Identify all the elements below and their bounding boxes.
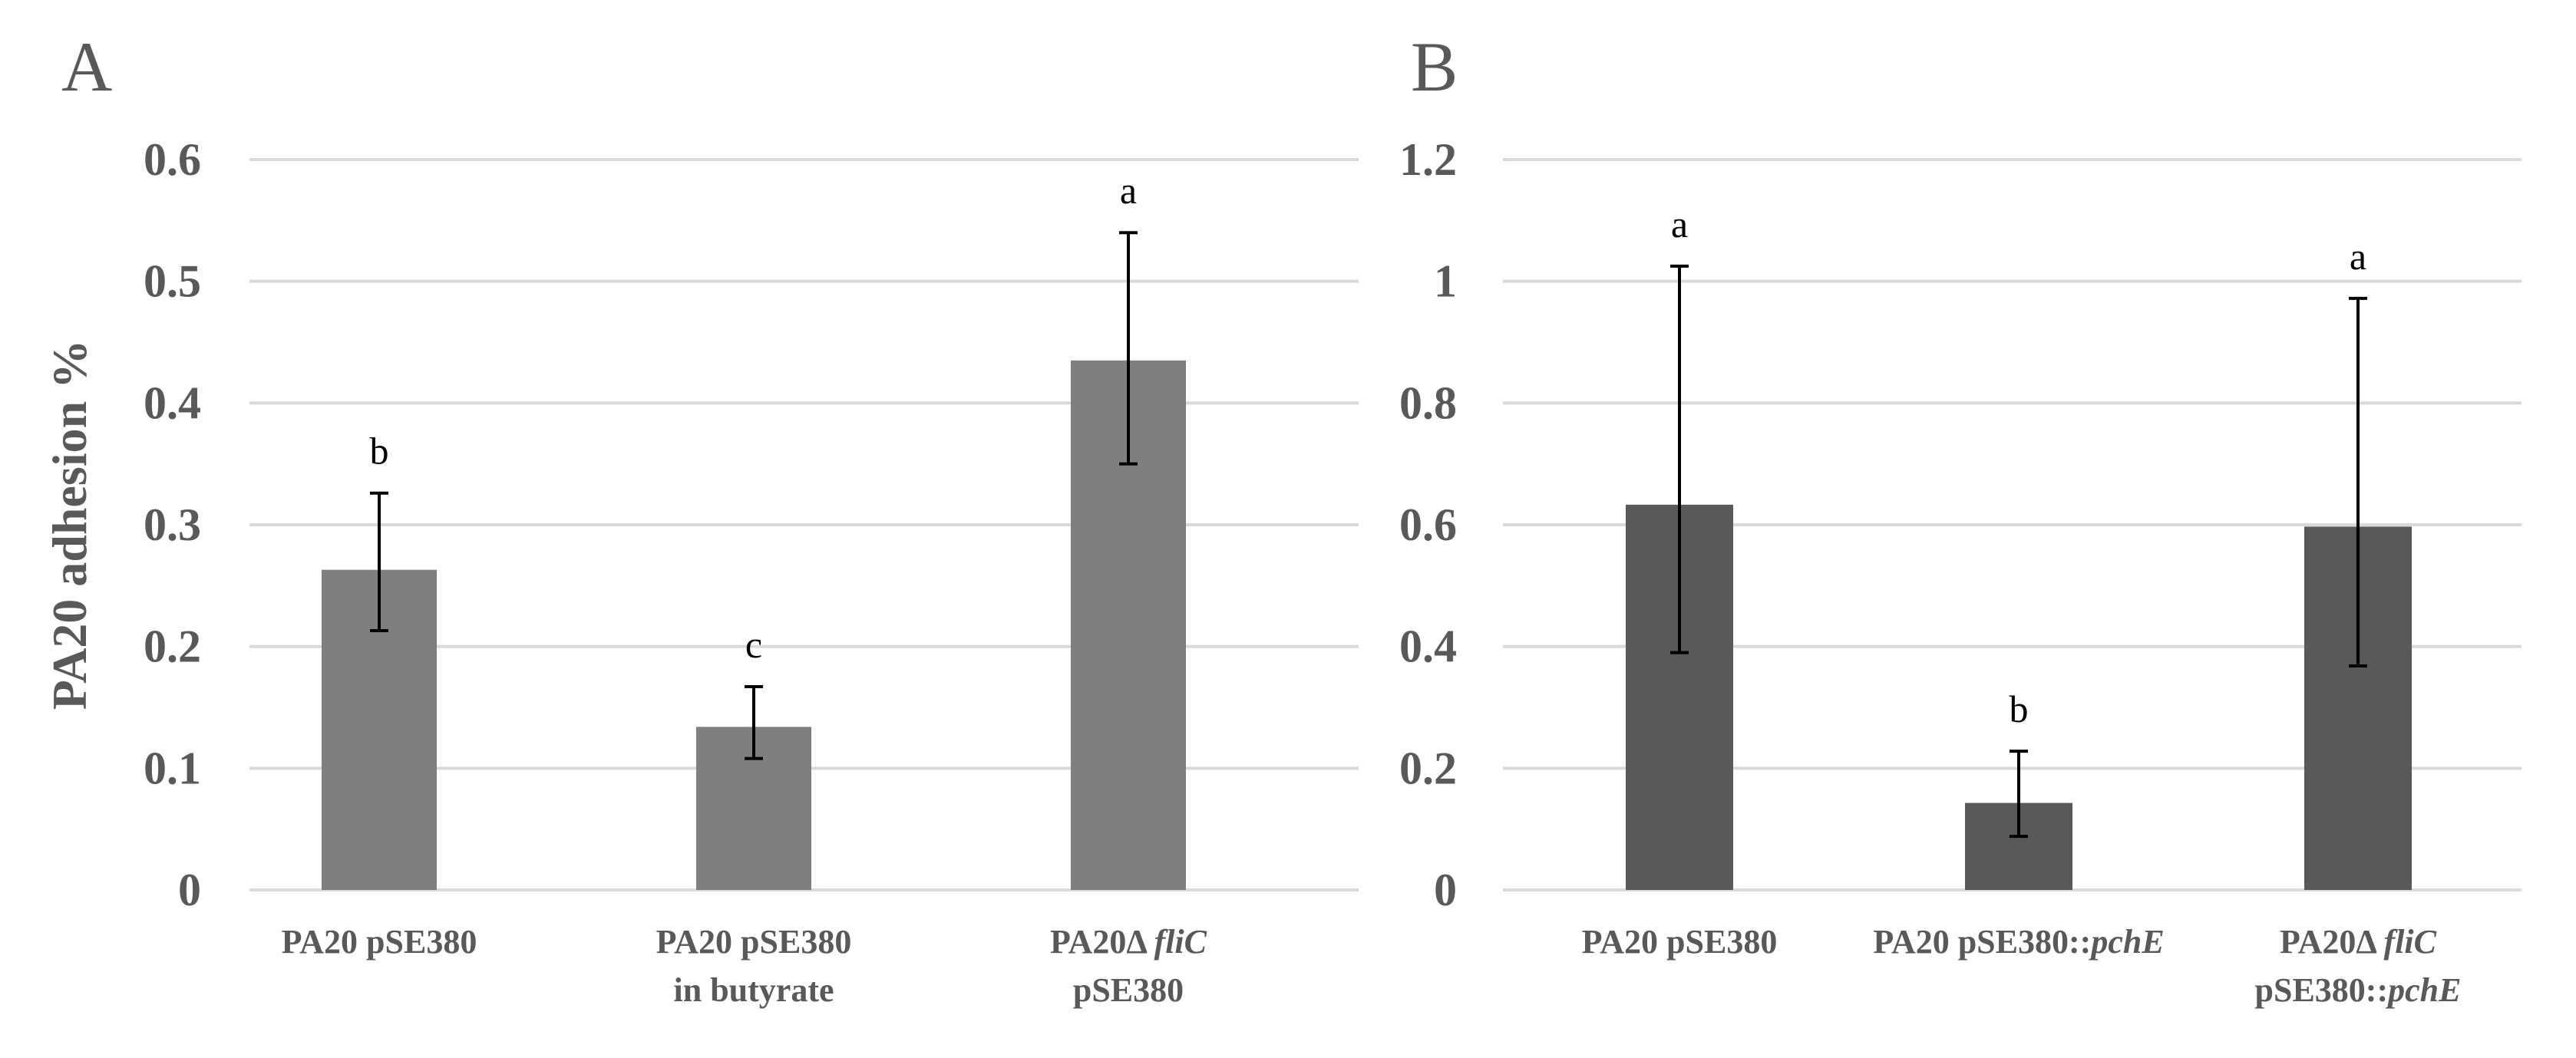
category-label-segment: pchE bbox=[2088, 923, 2164, 961]
y-tick-label: 0.6 bbox=[1399, 499, 1457, 550]
y-tick-label: 1.2 bbox=[1399, 134, 1457, 185]
category-label-segment: fliC bbox=[1154, 923, 1207, 961]
y-axis-label: PA20 adhesion % bbox=[42, 340, 97, 710]
category-label: PA20 pSE380 bbox=[656, 923, 852, 961]
category-label-segment: PA20 pSE380:: bbox=[1873, 923, 2091, 961]
category-label: PA20Δ fliC bbox=[2280, 923, 2437, 961]
significance-label: a bbox=[1671, 203, 1688, 246]
y-tick-label: 0.8 bbox=[1399, 377, 1457, 428]
significance-label: a bbox=[2350, 235, 2366, 278]
category-label-segment: in butyrate bbox=[674, 971, 834, 1009]
category-label: PA20Δ fliC bbox=[1050, 923, 1207, 961]
y-tick-label: 0.2 bbox=[1399, 743, 1457, 793]
category-label: PA20 pSE380 bbox=[282, 923, 477, 961]
category-label: pSE380::pchE bbox=[2255, 971, 2462, 1009]
category-label-segment: fliC bbox=[2384, 923, 2437, 961]
significance-label: b bbox=[2010, 687, 2029, 730]
significance-label: b bbox=[370, 430, 389, 473]
y-tick-label: 0.4 bbox=[1399, 621, 1457, 672]
category-label-segment: pSE380 bbox=[1073, 971, 1184, 1009]
chart-panel-a: A 0 0.1 0.2 0.3 0.4 0.5 0.6 PA20 adhesion % b PA20… bbox=[42, 28, 1359, 1009]
category-label: pSE380 bbox=[1073, 971, 1184, 1009]
y-tick-label: 0 bbox=[178, 865, 201, 915]
category-label: in butyrate bbox=[674, 971, 834, 1009]
y-tick-label: 0.3 bbox=[144, 499, 201, 550]
y-tick-label: 0.6 bbox=[144, 134, 201, 185]
y-tick-label: 0.1 bbox=[144, 743, 201, 793]
y-tick-label: 0 bbox=[1434, 865, 1457, 915]
category-label-segment: PA20 pSE380 bbox=[1582, 923, 1778, 961]
significance-label: c bbox=[745, 623, 762, 666]
chart-panel-b: B 0 0.2 0.4 0.6 0.8 1 1.2 a PA20 pSE380 b PA20 pSE3… bbox=[1399, 28, 2522, 1009]
y-tick-label: 0.5 bbox=[144, 256, 201, 307]
y-tick-label: 1 bbox=[1434, 256, 1457, 307]
category-label-segment: PA20Δ bbox=[1050, 923, 1154, 961]
category-label-segment: PA20 pSE380 bbox=[282, 923, 477, 961]
category-label-segment: pchE bbox=[2385, 971, 2461, 1009]
category-label-segment: PA20 pSE380 bbox=[656, 923, 852, 961]
category-label-segment: PA20Δ bbox=[2280, 923, 2384, 961]
category-label: PA20 pSE380::pchE bbox=[1873, 923, 2164, 961]
category-label: PA20 pSE380 bbox=[1582, 923, 1778, 961]
panel-letter: A bbox=[61, 28, 112, 106]
significance-label: a bbox=[1120, 169, 1137, 212]
panel-letter: B bbox=[1411, 28, 1458, 106]
y-tick-label: 0.4 bbox=[144, 377, 201, 428]
category-label-segment: pSE380:: bbox=[2255, 971, 2389, 1009]
y-tick-label: 0.2 bbox=[144, 621, 201, 672]
